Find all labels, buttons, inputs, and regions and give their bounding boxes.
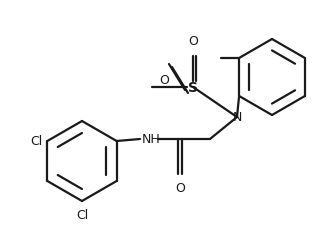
Text: N: N xyxy=(232,111,242,124)
Text: O: O xyxy=(175,181,185,194)
Text: Cl: Cl xyxy=(76,208,88,221)
Text: NH: NH xyxy=(142,133,161,146)
Text: S: S xyxy=(188,81,198,94)
Text: O: O xyxy=(188,35,198,48)
Text: O: O xyxy=(159,74,169,87)
Text: Cl: Cl xyxy=(30,135,42,148)
